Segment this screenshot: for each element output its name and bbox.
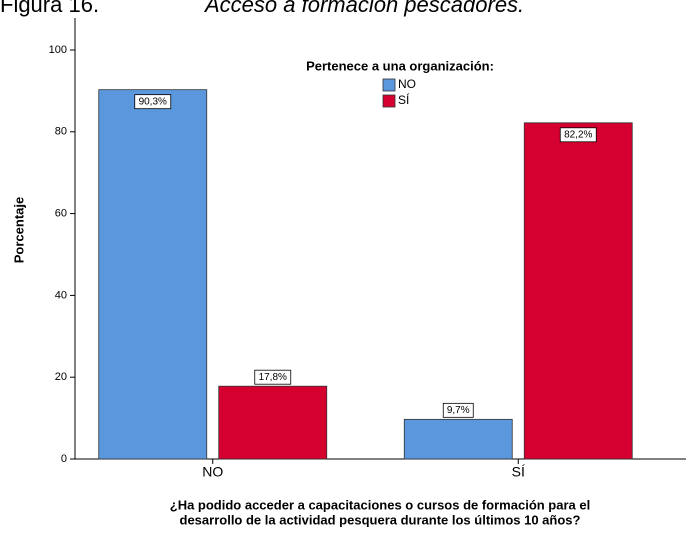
x-axis-label: desarrollo de la actividad pesquera dura… (180, 512, 581, 527)
value-label-box (442, 402, 474, 418)
value-label: 82,2% (564, 129, 592, 140)
legend-title: Pertenece a una organización: (306, 58, 494, 73)
value-label: 90,3% (139, 96, 167, 107)
chart-title: Figura 16. (0, 0, 99, 17)
y-axis-label: Porcentaje (11, 197, 26, 263)
legend-swatch (382, 78, 396, 92)
value-label: 17,8% (259, 372, 287, 383)
legend-label: NO (398, 77, 416, 91)
y-tick-label: 40 (55, 289, 67, 301)
legend-label: SÍ (398, 92, 410, 107)
bar (523, 122, 633, 460)
bar (218, 385, 328, 460)
value-label-box (559, 127, 597, 143)
value-label-box (134, 94, 172, 110)
value-label-box (254, 369, 292, 385)
y-tick-label: 80 (55, 126, 67, 138)
y-tick-label: 60 (55, 208, 67, 220)
chart-subtitle: Acceso a formación pescadores. (203, 0, 524, 17)
bar (98, 89, 208, 460)
x-tick-label: SÍ (512, 464, 525, 480)
x-axis-label: ¿Ha podido acceder a capacitaciones o cu… (170, 497, 590, 512)
value-label: 9,7% (447, 405, 470, 416)
y-tick-label: 0 (61, 453, 67, 465)
y-tick-label: 100 (49, 44, 67, 56)
x-tick-label: NO (202, 464, 223, 480)
bar (403, 418, 513, 460)
legend-swatch (382, 94, 396, 108)
y-tick-label: 20 (55, 371, 67, 383)
